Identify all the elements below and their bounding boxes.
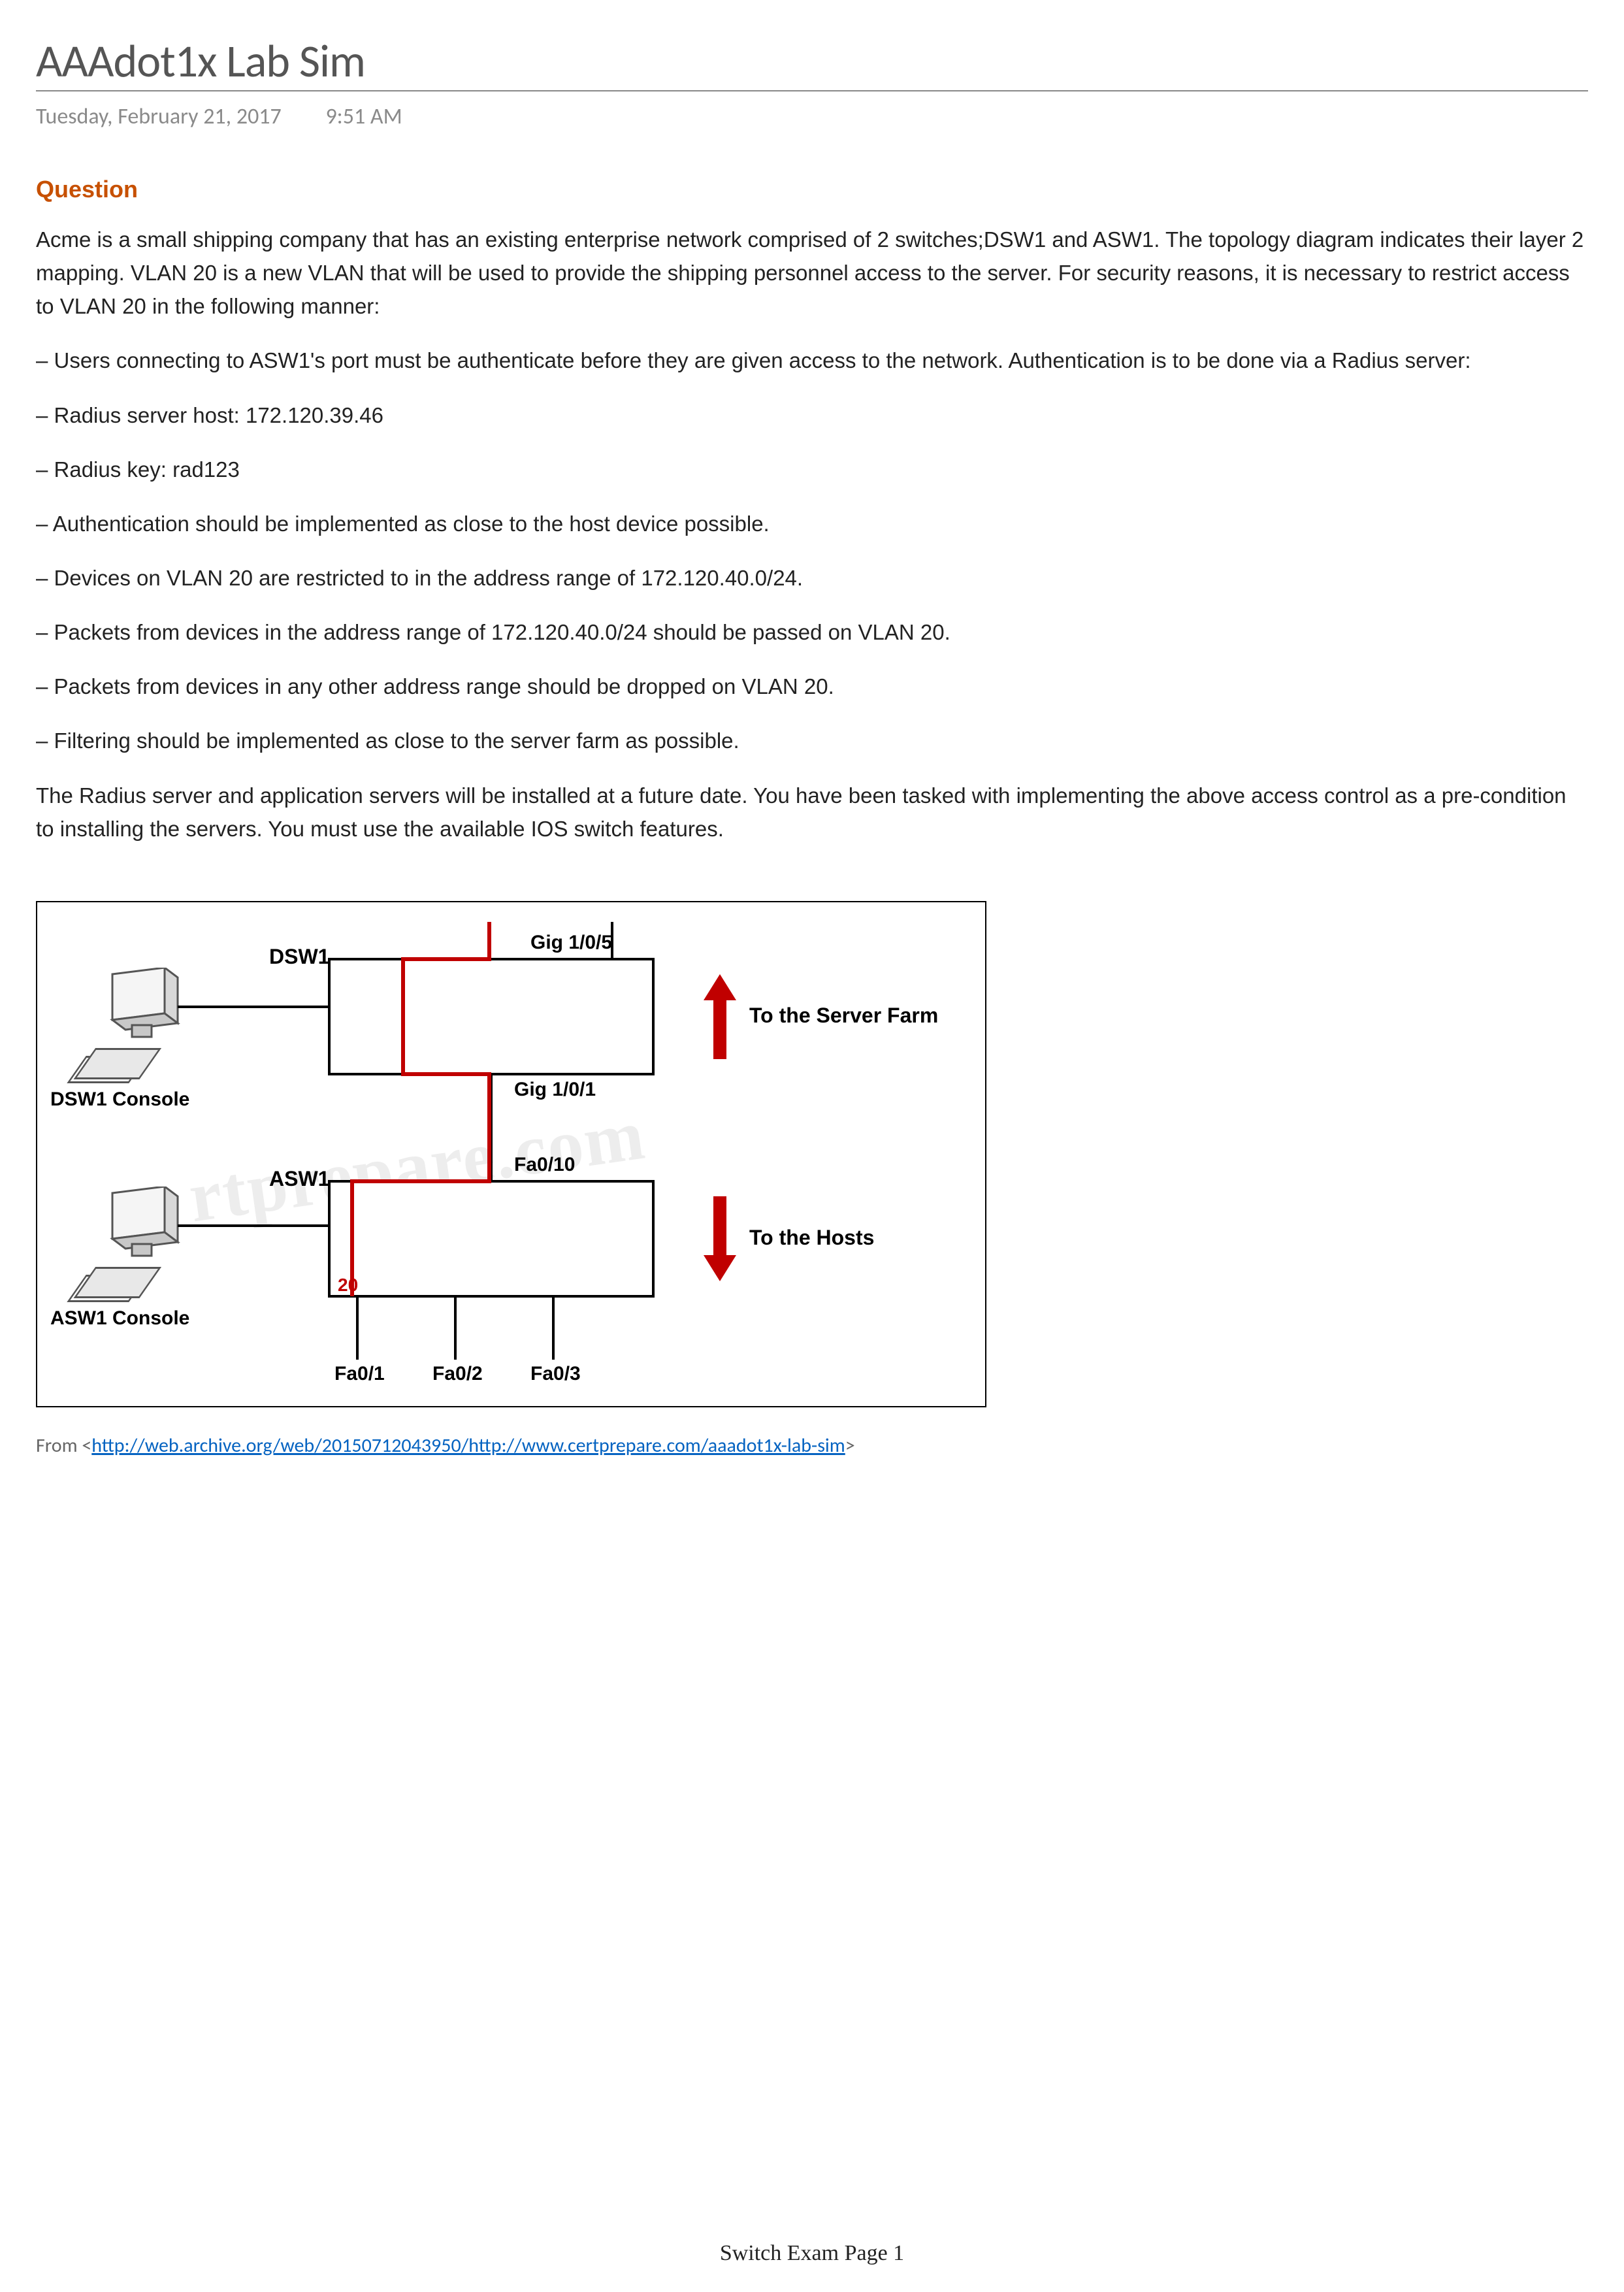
meta-time: 9:51 AM	[325, 103, 402, 130]
vlan20-red-path	[37, 902, 988, 1409]
topology-diagram: rtprepare.com DSW1 ASW1 DSW1 Console ASW…	[36, 901, 986, 1407]
bullet-3: – Radius key: rad123	[36, 453, 1588, 486]
page-title: AAAdot1x Lab Sim	[36, 33, 1588, 89]
outro-paragraph: The Radius server and application server…	[36, 779, 1588, 845]
source-prefix: From <	[36, 1433, 91, 1458]
bullet-2: – Radius server host: 172.120.39.46	[36, 399, 1588, 432]
gig101-label: Gig 1/0/1	[514, 1079, 596, 1101]
meta-date: Tuesday, February 21, 2017	[36, 103, 282, 130]
fa03-label: Fa0/3	[530, 1363, 581, 1385]
fa02-label: Fa0/2	[432, 1363, 483, 1385]
vlan20-label: 20	[338, 1275, 358, 1296]
gig105-label: Gig 1/0/5	[530, 932, 612, 954]
source-link[interactable]: http://web.archive.org/web/2015071204395…	[91, 1433, 845, 1458]
page-meta: Tuesday, February 21, 2017 9:51 AM	[36, 103, 1588, 130]
intro-paragraph: Acme is a small shipping company that ha…	[36, 223, 1588, 323]
arrow-up-icon	[704, 974, 736, 1059]
source-suffix: >	[845, 1433, 855, 1458]
bullet-4: – Authentication should be implemented a…	[36, 507, 1588, 540]
page-footer: Switch Exam Page 1	[0, 2241, 1624, 2266]
question-heading: Question	[36, 176, 1588, 203]
to-server-label: To the Server Farm	[749, 1004, 938, 1028]
source-line: From <http://web.archive.org/web/2015071…	[36, 1433, 1588, 1458]
fa010-label: Fa0/10	[514, 1154, 575, 1176]
bullet-6: – Packets from devices in the address ra…	[36, 615, 1588, 649]
to-hosts-label: To the Hosts	[749, 1226, 874, 1250]
title-rule: AAAdot1x Lab Sim	[36, 33, 1588, 91]
bullet-1: – Users connecting to ASW1's port must b…	[36, 344, 1588, 377]
bullet-7: – Packets from devices in any other addr…	[36, 670, 1588, 703]
arrow-down-icon	[704, 1196, 736, 1281]
bullet-5: – Devices on VLAN 20 are restricted to i…	[36, 561, 1588, 595]
fa01-label: Fa0/1	[334, 1363, 385, 1385]
bullet-8: – Filtering should be implemented as clo…	[36, 724, 1588, 757]
